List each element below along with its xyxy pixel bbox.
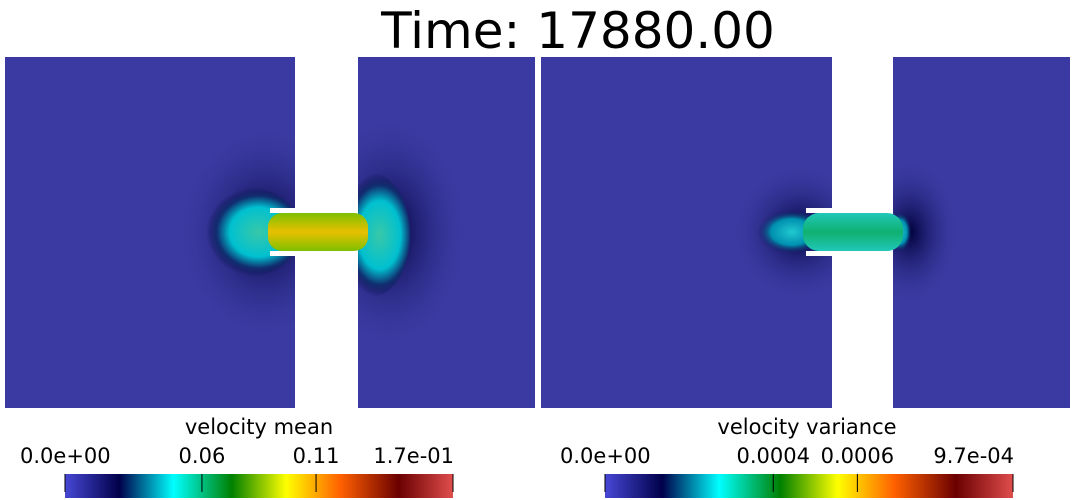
colorbar-tick-label: 0.11: [293, 444, 340, 468]
colorbar-tick-label: 0.0004: [737, 444, 810, 468]
colorbar-title: velocity variance: [717, 415, 896, 439]
colorbar: [605, 474, 1013, 498]
colorbar-tick-label: 9.7e-04: [933, 444, 1014, 468]
colorbar-title: velocity mean: [185, 415, 333, 439]
colorbar-tick-label: 0.0e+00: [560, 444, 651, 468]
colorbar-tick-label: 1.7e-01: [373, 444, 454, 468]
title: Time: 17880.00: [380, 2, 775, 60]
colorbar: [65, 474, 453, 498]
field-mean: [5, 57, 535, 408]
colorbar-tick-label: 0.0e+00: [20, 444, 111, 468]
colorbar-tick-label: 0.06: [179, 444, 226, 468]
colorbar-tick-label: 0.0006: [821, 444, 894, 468]
field-variance: [541, 57, 1070, 408]
